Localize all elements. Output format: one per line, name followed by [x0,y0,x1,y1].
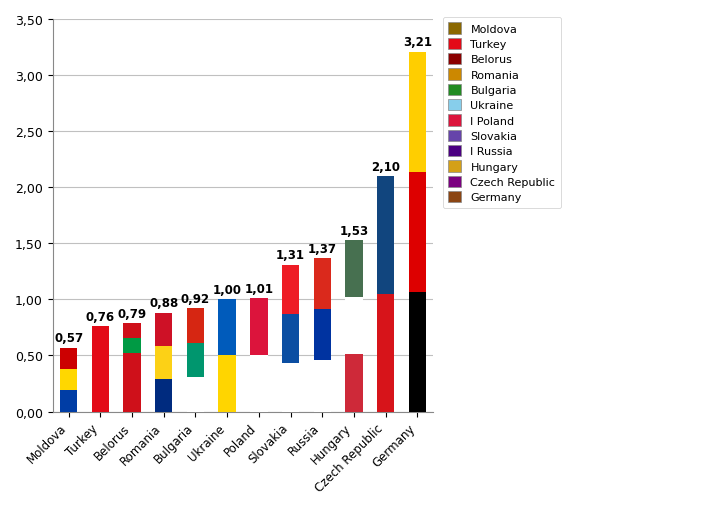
Bar [219,300,236,356]
Text: 1,37: 1,37 [308,242,336,255]
Text: 0,79: 0,79 [118,307,147,320]
Bar [282,363,299,412]
Bar [345,355,362,412]
Bar [345,298,362,355]
Text: 1,31: 1,31 [276,249,305,262]
Bar [409,52,426,172]
Text: 0,88: 0,88 [149,297,178,310]
Bar [409,292,426,412]
Text: 1,01: 1,01 [244,282,274,295]
Bar [123,338,141,354]
Bar [409,172,426,292]
Bar [282,265,299,314]
Bar [313,309,331,360]
Bar [250,299,268,355]
Legend: Moldova, Turkey, Belorus, Romania, Bulgaria, Ukraine, I Poland, Slovakia, I Russ: Moldova, Turkey, Belorus, Romania, Bulga… [443,18,561,209]
Bar [282,314,299,363]
Bar [92,327,109,412]
Bar [377,177,394,294]
Bar [187,343,204,377]
Bar [155,379,173,412]
Bar [187,309,204,343]
Bar [123,354,141,412]
Bar [313,360,331,412]
Text: 0,57: 0,57 [54,331,83,345]
Bar [155,313,173,346]
Bar [60,369,77,390]
Bar [345,240,362,298]
Bar [313,259,331,309]
Text: 1,53: 1,53 [339,224,368,237]
Bar [250,355,268,412]
Text: 3,21: 3,21 [403,36,432,49]
Bar [377,294,394,412]
Text: 0,76: 0,76 [86,310,115,323]
Bar [60,348,77,369]
Text: 2,10: 2,10 [371,160,400,173]
Bar [123,323,141,338]
Bar [155,346,173,379]
Bar [187,377,204,412]
Text: 1,00: 1,00 [212,284,242,296]
Text: 0,92: 0,92 [180,292,210,305]
Bar [60,390,77,412]
Bar [219,356,236,412]
